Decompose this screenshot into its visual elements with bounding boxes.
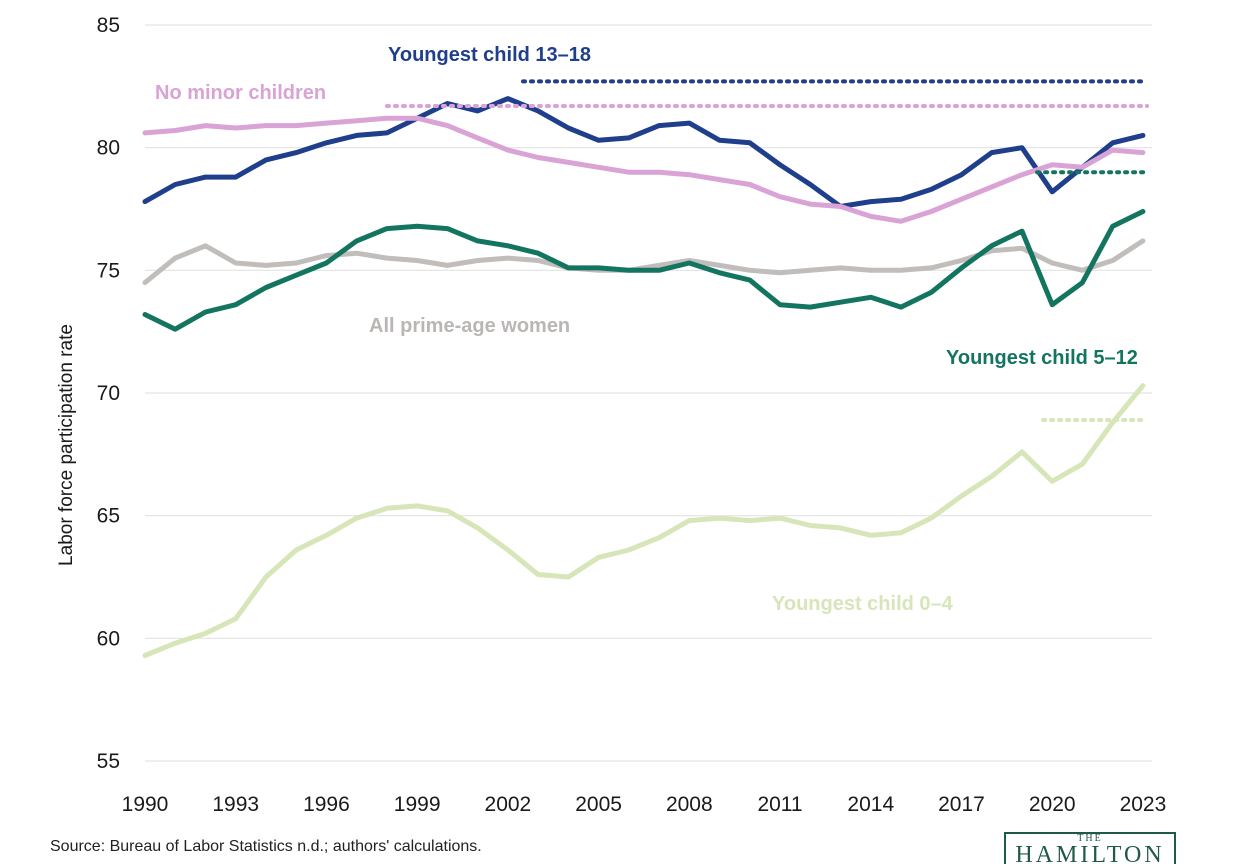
series-line-youngest-child-5-12 xyxy=(142,209,1146,332)
logo-name: HAMILTON xyxy=(1015,842,1165,864)
y-tick-label: 80 xyxy=(97,137,120,160)
y-axis-label: Labor force participation rate xyxy=(56,324,77,566)
x-tick-label: 2017 xyxy=(938,793,985,816)
y-tick-label: 75 xyxy=(97,259,120,282)
x-tick-label: 1993 xyxy=(212,793,259,816)
x-tick-label: 1990 xyxy=(122,793,169,816)
logo-the: THE xyxy=(1077,833,1103,844)
series-line-youngest-child-13-18 xyxy=(142,96,1146,209)
y-tick-label: 85 xyxy=(97,14,120,37)
y-tick-label: 60 xyxy=(97,627,120,650)
label-youngest-5-12: Youngest child 5–12 xyxy=(946,347,1138,369)
x-tick-label: 1996 xyxy=(303,793,350,816)
x-tick-label: 2008 xyxy=(666,793,713,816)
source-note: Source: Bureau of Labor Statistics n.d.;… xyxy=(50,838,482,855)
gridlines xyxy=(145,24,1152,762)
x-tick-label: 1999 xyxy=(394,793,441,816)
series-line-youngest-child-0-4 xyxy=(142,383,1146,658)
x-tick-label: 2011 xyxy=(757,793,802,816)
label-youngest-13-18: Youngest child 13–18 xyxy=(388,44,591,66)
y-tick-label: 65 xyxy=(97,505,120,528)
series-line-no-minor-children xyxy=(142,115,1146,224)
y-tick-label: 70 xyxy=(97,382,120,405)
y-tick-label: 55 xyxy=(97,750,120,773)
hamilton-logo: THE HAMILTON xyxy=(1004,832,1176,864)
label-youngest-0-4: Youngest child 0–4 xyxy=(772,593,954,615)
x-tick-label: 2005 xyxy=(575,793,622,816)
x-tick-label: 2002 xyxy=(485,793,532,816)
y-axis-ticks: 55 60 65 70 75 80 85 xyxy=(97,14,120,773)
x-axis-ticks: 1990 1993 1996 1999 2002 2005 2008 2011 2014 2017… xyxy=(122,793,1167,816)
x-tick-label: 2023 xyxy=(1120,793,1167,816)
x-tick-label: 2014 xyxy=(847,793,894,816)
label-all-prime-age-women: All prime-age women xyxy=(369,315,570,337)
label-no-minor-children: No minor children xyxy=(155,82,326,104)
series-lines xyxy=(142,79,1149,658)
x-tick-label: 2020 xyxy=(1029,793,1076,816)
